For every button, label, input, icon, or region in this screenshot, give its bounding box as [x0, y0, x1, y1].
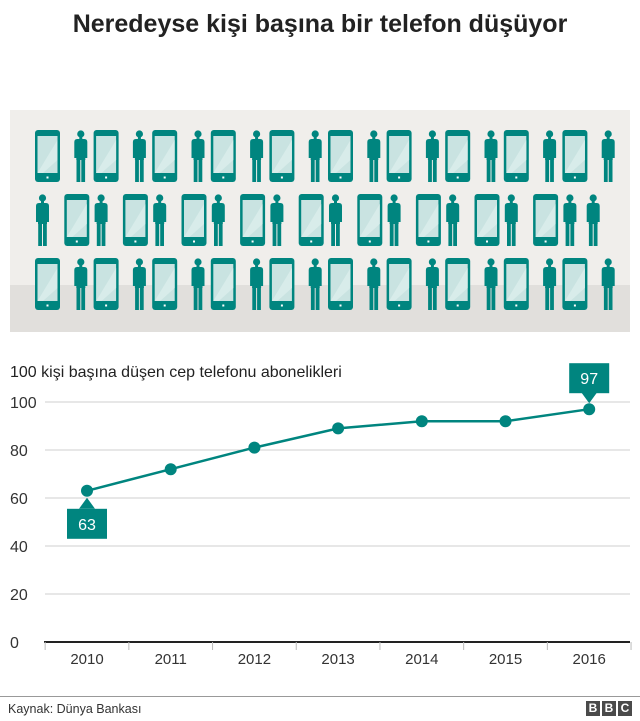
person-icon	[425, 130, 439, 182]
data-point	[415, 415, 428, 428]
data-point	[248, 441, 261, 454]
data-label: 63	[67, 497, 107, 539]
line-chart: 0 20 40 60 80 100 2010 2011 2012 2013 2014 2015 2016…	[10, 363, 632, 668]
person-icon	[329, 194, 342, 246]
person-icon	[367, 258, 381, 310]
data-label-text: 63	[78, 517, 96, 534]
person-icon	[191, 130, 205, 182]
phone-icon	[269, 130, 295, 182]
y-tick-label: 80	[10, 443, 28, 460]
phone-icon	[93, 130, 119, 182]
logo-letter: B	[602, 701, 616, 716]
person-icon	[504, 194, 518, 246]
phone-icon	[93, 258, 119, 310]
phone-icon	[210, 130, 236, 182]
x-tick-label: 2013	[321, 651, 354, 668]
person-icon	[211, 194, 225, 246]
x-tick-label: 2010	[70, 651, 103, 668]
person-icon	[425, 258, 439, 310]
person-icon	[270, 194, 284, 246]
y-tick-label: 100	[10, 395, 37, 412]
logo-letter: B	[586, 701, 600, 716]
phone-icon	[562, 130, 588, 182]
person-icon	[250, 258, 264, 310]
person-icon	[446, 194, 460, 246]
person-icon	[601, 258, 615, 310]
phone-icon	[181, 194, 207, 246]
phone-icon	[35, 258, 60, 310]
x-tick-label: 2016	[573, 651, 606, 668]
phone-icon	[474, 194, 500, 246]
person-icon	[601, 130, 615, 182]
phone-icon	[445, 130, 471, 182]
data-point	[164, 463, 177, 476]
person-icon	[153, 194, 167, 246]
person-icon	[484, 258, 498, 310]
phone-icon	[269, 258, 295, 310]
person-icon	[387, 194, 401, 246]
phone-icon	[415, 194, 441, 246]
source-note: Kaynak: Dünya Bankası	[8, 702, 142, 716]
chart-title: Neredeyse kişi başına bir telefon düşüyo…	[72, 10, 568, 38]
person-icon	[367, 130, 381, 182]
person-icon	[36, 194, 49, 246]
person-icon	[308, 258, 322, 310]
person-icon	[250, 130, 264, 182]
x-tick-label: 2014	[405, 651, 438, 668]
person-icon	[132, 258, 146, 310]
data-label: 97	[569, 363, 610, 404]
person-icon	[191, 258, 205, 310]
phone-icon	[122, 194, 148, 246]
bbc-logo: B B C	[586, 701, 632, 716]
person-icon	[563, 194, 577, 246]
person-icon	[484, 130, 498, 182]
phone-icon	[240, 194, 266, 246]
phone-icon	[152, 258, 178, 310]
person-icon	[94, 194, 108, 246]
phone-icon	[533, 194, 559, 246]
phone-icon	[35, 130, 60, 182]
y-tick-label: 0	[10, 635, 19, 652]
phone-icon	[298, 194, 324, 246]
data-point	[332, 422, 345, 435]
y-tick-label: 20	[10, 587, 28, 604]
footer-divider	[0, 696, 640, 697]
phone-icon	[152, 130, 178, 182]
person-icon	[308, 130, 322, 182]
data-label-text: 97	[580, 371, 598, 388]
phones-people-illustration	[10, 110, 630, 332]
phone-icon	[562, 258, 588, 310]
x-tick-label: 2011	[155, 651, 187, 668]
phone-icon	[357, 194, 383, 246]
chart-subtitle: 100 kişi başına düşen cep telefonu abone…	[10, 364, 342, 381]
phone-icon	[503, 130, 529, 182]
phone-icon	[64, 194, 90, 246]
person-icon	[74, 130, 88, 182]
logo-letter: C	[618, 701, 632, 716]
person-icon	[543, 258, 557, 310]
x-tick-label: 2015	[489, 651, 522, 668]
y-tick-label: 40	[10, 539, 28, 556]
data-point	[583, 403, 596, 416]
phone-icon	[386, 258, 412, 310]
y-tick-label: 60	[10, 491, 28, 508]
phone-icon	[503, 258, 529, 310]
data-point	[81, 484, 93, 497]
x-tick-label: 2012	[238, 651, 271, 668]
phone-icon	[328, 258, 353, 310]
person-icon	[586, 194, 600, 246]
person-icon	[74, 258, 88, 310]
phone-icon	[328, 130, 353, 182]
phone-icon	[386, 130, 412, 182]
phone-icon	[445, 258, 471, 310]
data-point	[499, 415, 512, 428]
person-icon	[543, 130, 557, 182]
person-icon	[132, 130, 146, 182]
phone-icon	[210, 258, 236, 310]
